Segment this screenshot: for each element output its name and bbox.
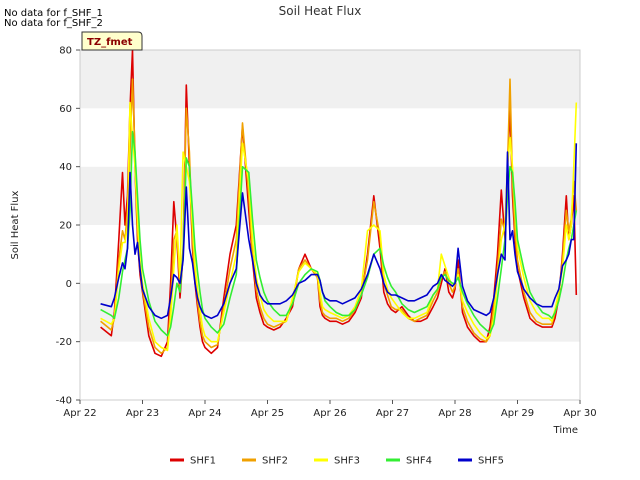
y-axis: -40 -20 0 20 40 60 80: [56, 46, 80, 407]
legend-label-shf4: SHF4: [406, 456, 432, 467]
x-tick-label: Apr 23: [126, 408, 159, 419]
x-tick-label: Apr 26: [313, 408, 346, 419]
badge: TZ_fmet: [81, 31, 143, 51]
no-data-note-2: No data for f_SHF_2: [4, 18, 103, 29]
x-tick-label: Apr 27: [376, 408, 409, 419]
x-axis: Apr 22 Apr 23 Apr 24 Apr 25 Apr 26 Apr 27 Apr …: [63, 400, 597, 419]
y-tick-label: 40: [59, 162, 72, 173]
y-tick-label: 80: [59, 46, 72, 57]
y-axis-title: Soil Heat Flux: [10, 190, 21, 259]
badge-label: TZ_fmet: [87, 37, 133, 48]
legend-label-shf1: SHF1: [190, 456, 216, 467]
grid-band: [80, 341, 580, 400]
x-tick-label: Apr 25: [251, 408, 284, 419]
y-tick-label: -40: [56, 396, 72, 407]
grid-band: [80, 50, 580, 109]
y-tick-label: 0: [66, 279, 72, 290]
legend: SHF1 SHF2 SHF3 SHF4 SHF5: [170, 456, 504, 467]
legend-label-shf2: SHF2: [262, 456, 288, 467]
y-tick-label: -20: [56, 337, 72, 348]
no-data-note-1: No data for f_SHF_1: [4, 8, 103, 19]
x-tick-label: Apr 30: [563, 408, 596, 419]
x-tick-label: Apr 22: [63, 408, 96, 419]
x-tick-label: Apr 28: [438, 408, 471, 419]
legend-label-shf3: SHF3: [334, 456, 360, 467]
chart-title: Soil Heat Flux: [279, 4, 362, 18]
grid-band: [80, 166, 580, 225]
x-tick-label: Apr 29: [501, 408, 534, 419]
series-line-shf5: [100, 143, 578, 320]
y-tick-label: 60: [59, 104, 72, 115]
x-tick-label: Apr 24: [188, 408, 221, 419]
legend-label-shf5: SHF5: [478, 456, 504, 467]
series-lines: [100, 49, 578, 358]
grid-band: [80, 108, 580, 167]
x-axis-title: Time: [553, 425, 578, 436]
y-tick-label: 20: [59, 221, 72, 232]
